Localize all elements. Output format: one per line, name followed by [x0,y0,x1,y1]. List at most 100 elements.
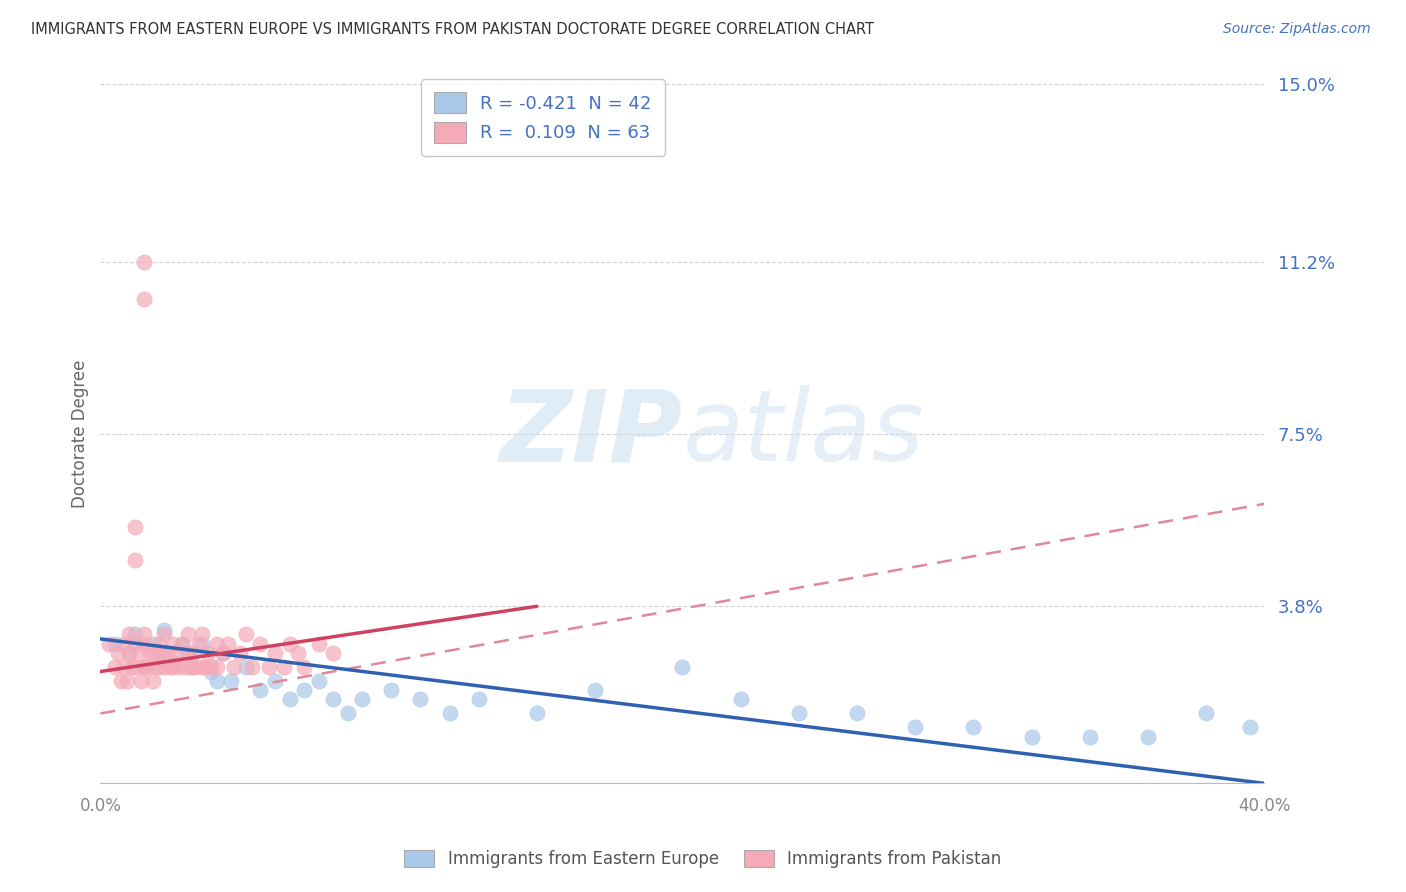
Point [148,637,170,651]
Text: IMMIGRANTS FROM EASTERN EUROPE VS IMMIGRANTS FROM PAKISTAN DOCTORATE DEGREE CORR: IMMIGRANTS FROM EASTERN EUROPE VS IMMIGR… [31,22,875,37]
Point [112,660,135,674]
Point [191,627,214,641]
Point [176,646,198,660]
Point [118,627,141,641]
Point [135,660,157,674]
Point [249,637,271,651]
Point [467,692,489,706]
Point [188,637,211,651]
Point [526,706,548,721]
Point [170,637,193,651]
Point [129,673,152,688]
Point [409,692,432,706]
Point [156,646,179,660]
Point [104,660,127,674]
Point [132,660,155,674]
Text: ZIP: ZIP [499,385,682,483]
Point [180,660,202,674]
Point [200,665,222,679]
Point [150,646,173,660]
Point [162,660,184,674]
Point [145,660,167,674]
Point [132,292,155,306]
Point [846,706,869,721]
Point [153,627,176,641]
Point [221,673,243,688]
Point [962,721,984,735]
Point [124,552,146,566]
Point [205,637,228,651]
Point [235,660,257,674]
Point [159,660,181,674]
Point [583,683,606,698]
Point [224,660,246,674]
Point [176,627,198,641]
Point [191,660,214,674]
Point [139,646,162,660]
Point [115,673,138,688]
Point [730,692,752,706]
Point [1195,706,1218,721]
Point [173,660,195,674]
Point [132,660,155,674]
Point [205,660,228,674]
Point [153,623,176,637]
Point [118,646,141,660]
Point [142,673,165,688]
Point [205,673,228,688]
Point [162,637,184,651]
Point [240,660,263,674]
Point [124,637,146,651]
Point [191,637,214,651]
Point [200,660,222,674]
Point [352,692,374,706]
Point [118,646,141,660]
Point [121,660,143,674]
Point [211,646,233,660]
Point [439,706,461,721]
Point [142,637,165,651]
Point [132,627,155,641]
Point [153,660,176,674]
Point [124,627,146,641]
Point [322,646,344,660]
Point [292,660,315,674]
Point [336,706,359,721]
Point [165,646,187,660]
Point [183,646,205,660]
Point [904,721,927,735]
Point [322,692,344,706]
Point [167,660,190,674]
Point [278,637,301,651]
Point [235,627,257,641]
Point [671,660,693,674]
Point [1137,730,1160,744]
Point [183,660,205,674]
Point [264,673,287,688]
Point [287,646,309,660]
Point [249,683,271,698]
Point [186,660,208,674]
Point [308,673,330,688]
Point [194,660,217,674]
Point [257,660,280,674]
Point [112,637,135,651]
Text: Source: ZipAtlas.com: Source: ZipAtlas.com [1223,22,1371,37]
Point [197,646,219,660]
Point [1078,730,1101,744]
Point [110,673,132,688]
Point [264,646,287,660]
Point [132,254,155,268]
Legend: Immigrants from Eastern Europe, Immigrants from Pakistan: Immigrants from Eastern Europe, Immigran… [398,843,1008,875]
Point [278,692,301,706]
Y-axis label: Doctorate Degree: Doctorate Degree [72,359,89,508]
Point [124,520,146,534]
Point [98,637,121,651]
Point [148,646,170,660]
Point [211,646,233,660]
Point [1239,721,1261,735]
Text: atlas: atlas [682,385,924,483]
Point [127,646,149,660]
Point [787,706,810,721]
Point [162,655,184,669]
